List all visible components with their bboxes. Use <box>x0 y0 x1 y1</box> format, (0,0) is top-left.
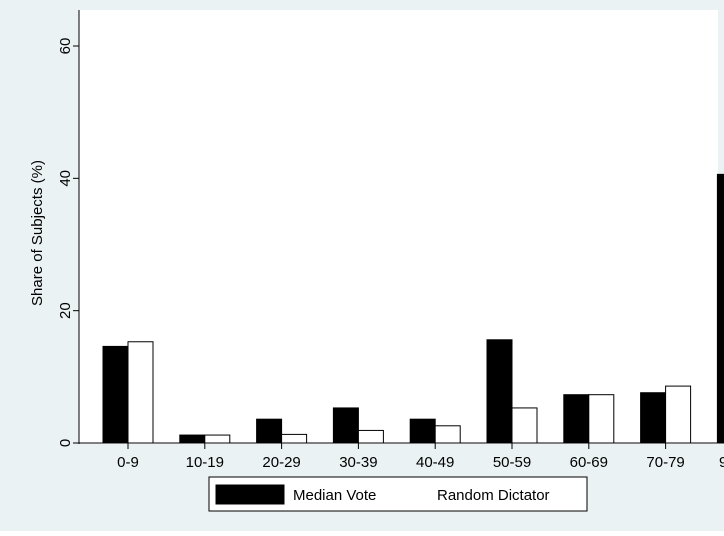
bar-random-dictator-20-29 <box>281 433 308 444</box>
bar-random-dictator-40-49 <box>434 425 461 444</box>
bar-median-vote-30-39 <box>332 407 359 444</box>
plot-area <box>79 10 718 444</box>
legend: Median Vote Random Dictator <box>208 476 588 512</box>
bars <box>102 173 724 444</box>
x-tick-label: 10-19 <box>186 454 224 471</box>
y-axis-ticks: 0 20 40 60 <box>57 38 79 447</box>
x-axis-ticks: 0-9 10-19 20-29 30-39 40-49 50-59 60-69 70-79 90… <box>117 443 724 471</box>
bar-median-vote-20-29 <box>256 418 283 444</box>
x-tick-label: 0-9 <box>117 454 139 471</box>
bar-random-dictator-50-59 <box>511 407 538 444</box>
bar-random-dictator-70-79 <box>665 385 692 444</box>
y-tick-label: 0 <box>57 439 74 447</box>
y-tick-label: 40 <box>57 170 74 187</box>
x-tick-label: 90-100 <box>719 454 724 471</box>
x-tick-label: 60-69 <box>570 454 608 471</box>
legend-label-median-vote: Median Vote <box>293 487 376 504</box>
legend-swatch-median-vote <box>215 484 285 505</box>
bar-median-vote-40-49 <box>409 418 436 444</box>
bar-random-dictator-0-9 <box>127 341 154 444</box>
y-tick-label: 20 <box>57 302 74 319</box>
x-tick-label: 30-39 <box>339 454 377 471</box>
y-tick-label: 60 <box>57 38 74 55</box>
bar-random-dictator-10-19 <box>204 434 231 444</box>
bar-median-vote-60-69 <box>563 394 590 444</box>
bar-median-vote-70-79 <box>640 392 667 444</box>
bar-median-vote-50-59 <box>486 339 513 444</box>
x-tick-label: 50-59 <box>493 454 531 471</box>
x-tick-label: 70-79 <box>646 454 684 471</box>
x-tick-label: 40-49 <box>416 454 454 471</box>
bar-median-vote-0-9 <box>102 345 129 444</box>
bar-median-vote-10-19 <box>179 434 206 444</box>
x-tick-label: 20-29 <box>262 454 300 471</box>
legend-label-random-dictator: Random Dictator <box>437 487 550 504</box>
bar-random-dictator-60-69 <box>588 394 615 444</box>
y-axis-label: Share of Subjects (%) <box>29 160 46 306</box>
bar-median-vote-90-100 <box>716 173 724 444</box>
bar-random-dictator-30-39 <box>357 429 384 444</box>
